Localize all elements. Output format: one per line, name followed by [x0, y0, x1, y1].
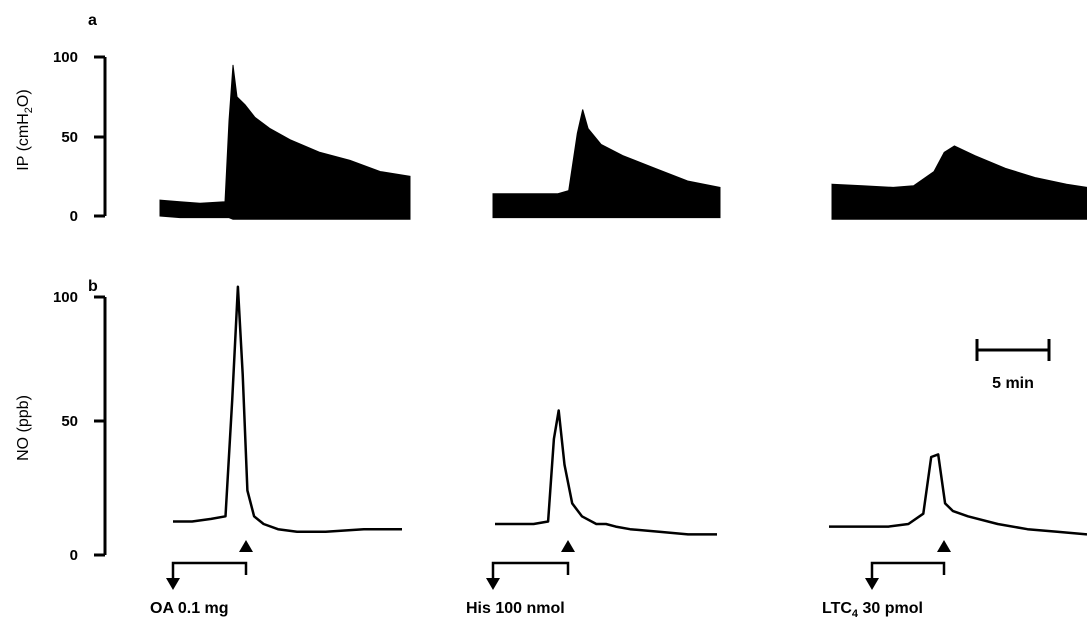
panel-a-tick-50: 50 — [61, 129, 78, 146]
panel-b-tick-0: 0 — [70, 547, 78, 564]
arrow-up-icon — [937, 540, 951, 552]
panel-a-label: a — [88, 12, 97, 29]
no-trace-2 — [495, 409, 717, 536]
ip-trace-2 — [492, 109, 721, 219]
scale-bar-label: 5 min — [992, 375, 1034, 392]
challenge-label-oa: OA 0.1 mg — [150, 600, 229, 617]
panel-a-ylabel: IP (cmH2O) — [15, 89, 35, 170]
challenge-marker-3 — [865, 540, 951, 590]
challenge-label-his: His 100 nmol — [466, 600, 565, 617]
scale-bar: 5 min — [975, 339, 1051, 392]
arrow-up-icon — [561, 540, 575, 552]
panel-b-traces — [173, 285, 1087, 536]
challenge-marker-2 — [486, 540, 575, 590]
panel-b-ylabel: NO (ppb) — [15, 395, 32, 461]
challenge-markers — [166, 540, 951, 590]
arrow-down-icon — [486, 578, 500, 590]
panel-b-tick-100: 100 — [53, 289, 78, 306]
panel-a-tick-100: 100 — [53, 49, 78, 66]
panel-a-traces — [159, 64, 1087, 220]
panel-b-y-axis: 100 50 0 — [53, 289, 107, 564]
panel-a-y-axis: 100 50 0 — [53, 49, 107, 225]
arrow-down-icon — [865, 578, 879, 590]
no-trace-1 — [173, 285, 402, 534]
ip-trace-1 — [159, 64, 411, 220]
challenge-marker-1 — [166, 540, 253, 590]
no-trace-3 — [829, 453, 1087, 536]
challenge-label-ltc4: LTC4 30 pmol — [822, 600, 923, 618]
arrow-down-icon — [166, 578, 180, 590]
ip-trace-3 — [831, 145, 1087, 220]
panel-b-tick-50: 50 — [61, 413, 78, 430]
arrow-up-icon — [239, 540, 253, 552]
panel-b-label: b — [88, 278, 98, 295]
panel-a-tick-0: 0 — [70, 208, 78, 225]
